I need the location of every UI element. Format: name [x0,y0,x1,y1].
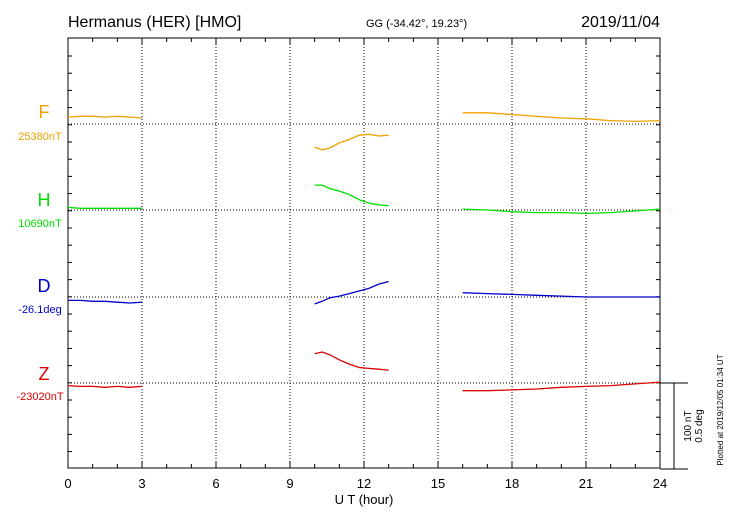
x-tick-label: 9 [286,476,293,491]
scale-bar-deg-label: 0.5 deg [694,409,705,442]
component-name-z: Z [39,364,50,384]
x-axis-label: U T (hour) [335,492,394,507]
x-tick-label: 18 [505,476,519,491]
trace-d [68,299,143,304]
x-tick-label: 12 [357,476,371,491]
component-name-h: H [38,190,51,210]
trace-h [67,206,142,209]
trace-h [462,208,661,215]
component-traces [67,112,661,392]
x-tick-label: 3 [138,476,145,491]
x-tick-label: 21 [579,476,593,491]
trace-z [462,381,661,392]
trace-f [67,115,143,119]
trace-d [314,280,389,305]
trace-f [314,133,389,151]
x-tick-labels: 0 3 6 9 12 15 18 21 24 [64,476,667,491]
grid-lines [68,38,660,468]
x-tick-label: 24 [653,476,667,491]
baseline-value-z: -23020nT [16,391,63,403]
x-tick-label: 15 [431,476,445,491]
x-tick-label: 6 [212,476,219,491]
station-coordinates: GG (-34.42°, 19.23°) [366,18,467,30]
plot-date: 2019/11/04 [581,14,660,31]
scale-bar-nt-label: 100 nT [683,410,694,441]
component-name-f: F [39,102,50,122]
baseline-value-h: 10690nT [18,218,62,230]
trace-f [462,112,661,123]
axis-ticks [67,38,661,468]
baseline-value-f: 25380nT [18,131,62,143]
trace-d [462,292,660,298]
trace-z [314,351,389,371]
trace-h [314,184,389,207]
scale-bar: 100 nT 0.5 deg [660,382,705,470]
trace-z [67,384,143,388]
baseline-value-d: -26.1deg [18,304,61,316]
component-labels: F 25380nT H 10690nT D -26.1deg Z -23020nT [16,102,63,403]
plot-timestamp-note: Plotted at 2019/12/05 01:34 UT [716,354,725,465]
station-title: Hermanus (HER) [HMO] [68,14,241,31]
plot-frame [67,37,661,469]
x-tick-label: 0 [64,476,71,491]
component-name-d: D [38,276,51,296]
